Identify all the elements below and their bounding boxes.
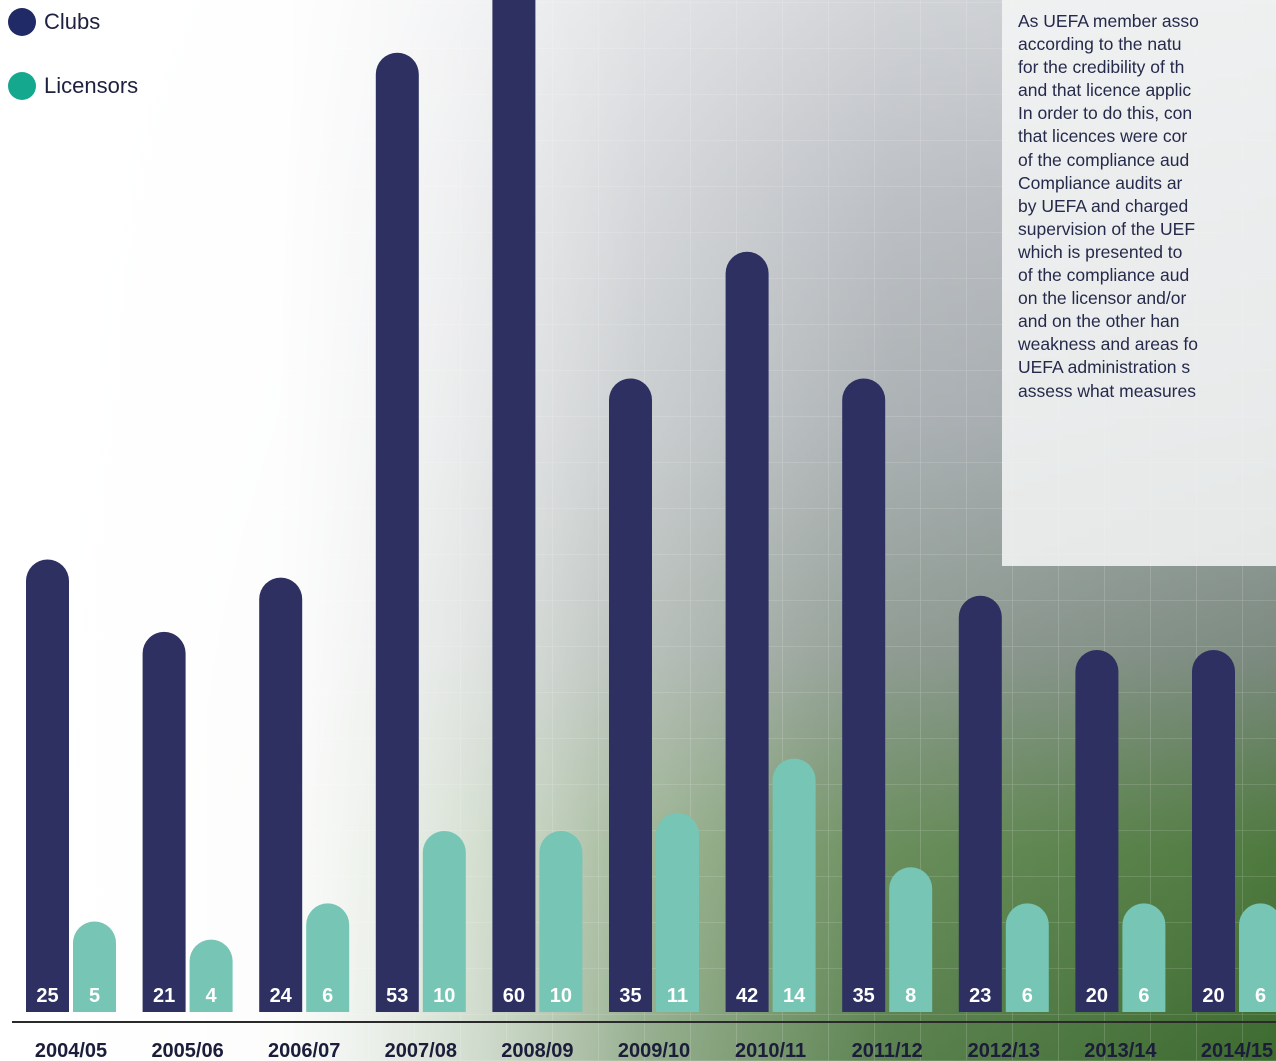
x-tick-label: 2005/06 bbox=[151, 1040, 223, 1061]
description-line: according to the natu bbox=[1018, 34, 1182, 55]
data-label-clubs: 24 bbox=[270, 985, 293, 1007]
description-line: on the licensor and/or bbox=[1018, 288, 1187, 309]
legend-item-clubs: Clubs bbox=[8, 5, 138, 39]
bar-licensors bbox=[1005, 903, 1049, 1012]
bar-clubs bbox=[725, 251, 769, 1012]
description-line: UEFA administration s bbox=[1018, 357, 1191, 378]
x-tick-label: 2012/13 bbox=[968, 1040, 1040, 1061]
data-label-licensors: 5 bbox=[89, 985, 100, 1007]
x-tick-label: 2014/15 bbox=[1201, 1040, 1273, 1061]
description-line: assess what measures bbox=[1018, 380, 1196, 401]
description-line: supervision of the UEF bbox=[1018, 218, 1196, 239]
data-label-licensors: 6 bbox=[1138, 985, 1149, 1007]
bar-licensors bbox=[1122, 903, 1166, 1012]
data-label-licensors: 6 bbox=[322, 985, 333, 1007]
bar-clubs bbox=[259, 577, 303, 1012]
bar-licensors bbox=[539, 830, 583, 1012]
description-panel: As UEFA member asso according to the nat… bbox=[1002, 0, 1276, 566]
description-line: for the credibility of th bbox=[1018, 57, 1185, 78]
data-label-clubs: 35 bbox=[619, 985, 641, 1007]
bar-licensors bbox=[306, 903, 350, 1012]
data-label-clubs: 20 bbox=[1202, 985, 1224, 1007]
data-label-licensors: 11 bbox=[667, 985, 688, 1007]
bar-licensors bbox=[422, 830, 466, 1012]
description-line: by UEFA and charged bbox=[1018, 195, 1189, 216]
bar-clubs bbox=[1192, 650, 1235, 1012]
bar-licensors bbox=[189, 939, 233, 1012]
data-label-licensors: 4 bbox=[206, 985, 218, 1007]
legend-dot-licensors bbox=[8, 72, 36, 100]
x-tick-label: 2009/10 bbox=[618, 1040, 690, 1061]
bar-licensors bbox=[1239, 903, 1276, 1012]
bar-clubs bbox=[375, 52, 419, 1012]
bar-clubs bbox=[958, 595, 1002, 1012]
description-text: As UEFA member asso according to the nat… bbox=[1018, 10, 1276, 403]
data-label-clubs: 25 bbox=[36, 985, 58, 1007]
bar-licensors bbox=[73, 921, 116, 1012]
bar-licensors bbox=[772, 758, 816, 1012]
x-tick-label: 2008/09 bbox=[501, 1040, 573, 1061]
data-label-licensors: 10 bbox=[433, 985, 455, 1007]
data-label-clubs: 35 bbox=[853, 985, 875, 1007]
data-label-clubs: 20 bbox=[1086, 985, 1108, 1007]
bar-clubs bbox=[609, 378, 652, 1012]
description-line: Compliance audits ar bbox=[1018, 172, 1183, 193]
data-label-licensors: 8 bbox=[905, 985, 916, 1007]
legend: Clubs Licensors bbox=[8, 5, 138, 133]
bar-licensors bbox=[889, 867, 933, 1012]
data-label-clubs: 21 bbox=[153, 985, 175, 1007]
description-line: and that licence applic bbox=[1018, 80, 1192, 101]
data-label-clubs: 60 bbox=[503, 985, 525, 1007]
description-line: that licences were cor bbox=[1018, 126, 1188, 147]
bar-clubs bbox=[842, 378, 886, 1012]
x-tick-label: 2007/08 bbox=[385, 1040, 457, 1061]
legend-label-clubs: Clubs bbox=[44, 9, 101, 34]
bar-clubs bbox=[142, 631, 186, 1012]
description-line: of the compliance aud bbox=[1018, 149, 1190, 170]
bar-clubs bbox=[492, 0, 536, 1012]
x-tick-label: 2010/11 bbox=[735, 1040, 806, 1061]
data-label-licensors: 6 bbox=[1255, 985, 1266, 1007]
x-tick-label: 2011/12 bbox=[852, 1040, 923, 1061]
legend-item-licensors: Licensors bbox=[8, 69, 138, 103]
description-line: and on the other han bbox=[1018, 311, 1180, 332]
data-label-licensors: 14 bbox=[783, 985, 806, 1007]
x-tick-label: 2013/14 bbox=[1084, 1040, 1157, 1061]
description-line: which is presented to bbox=[1018, 241, 1183, 262]
description-line: As UEFA member asso bbox=[1018, 11, 1199, 31]
legend-label-licensors: Licensors bbox=[44, 73, 139, 98]
bar-licensors bbox=[656, 812, 699, 1012]
bar-clubs bbox=[26, 559, 69, 1012]
bar-clubs bbox=[1075, 650, 1119, 1012]
data-label-licensors: 6 bbox=[1022, 985, 1033, 1007]
data-label-clubs: 42 bbox=[736, 985, 758, 1007]
data-label-clubs: 23 bbox=[969, 985, 991, 1007]
data-label-clubs: 53 bbox=[386, 985, 408, 1007]
description-line: weakness and areas fo bbox=[1018, 334, 1198, 355]
description-line: of the compliance aud bbox=[1018, 265, 1190, 286]
data-label-licensors: 10 bbox=[550, 985, 572, 1007]
x-tick-label: 2004/05 bbox=[35, 1040, 107, 1061]
legend-dot-clubs bbox=[8, 8, 36, 36]
x-tick-label: 2006/07 bbox=[268, 1040, 340, 1061]
description-line: In order to do this, con bbox=[1018, 103, 1193, 124]
